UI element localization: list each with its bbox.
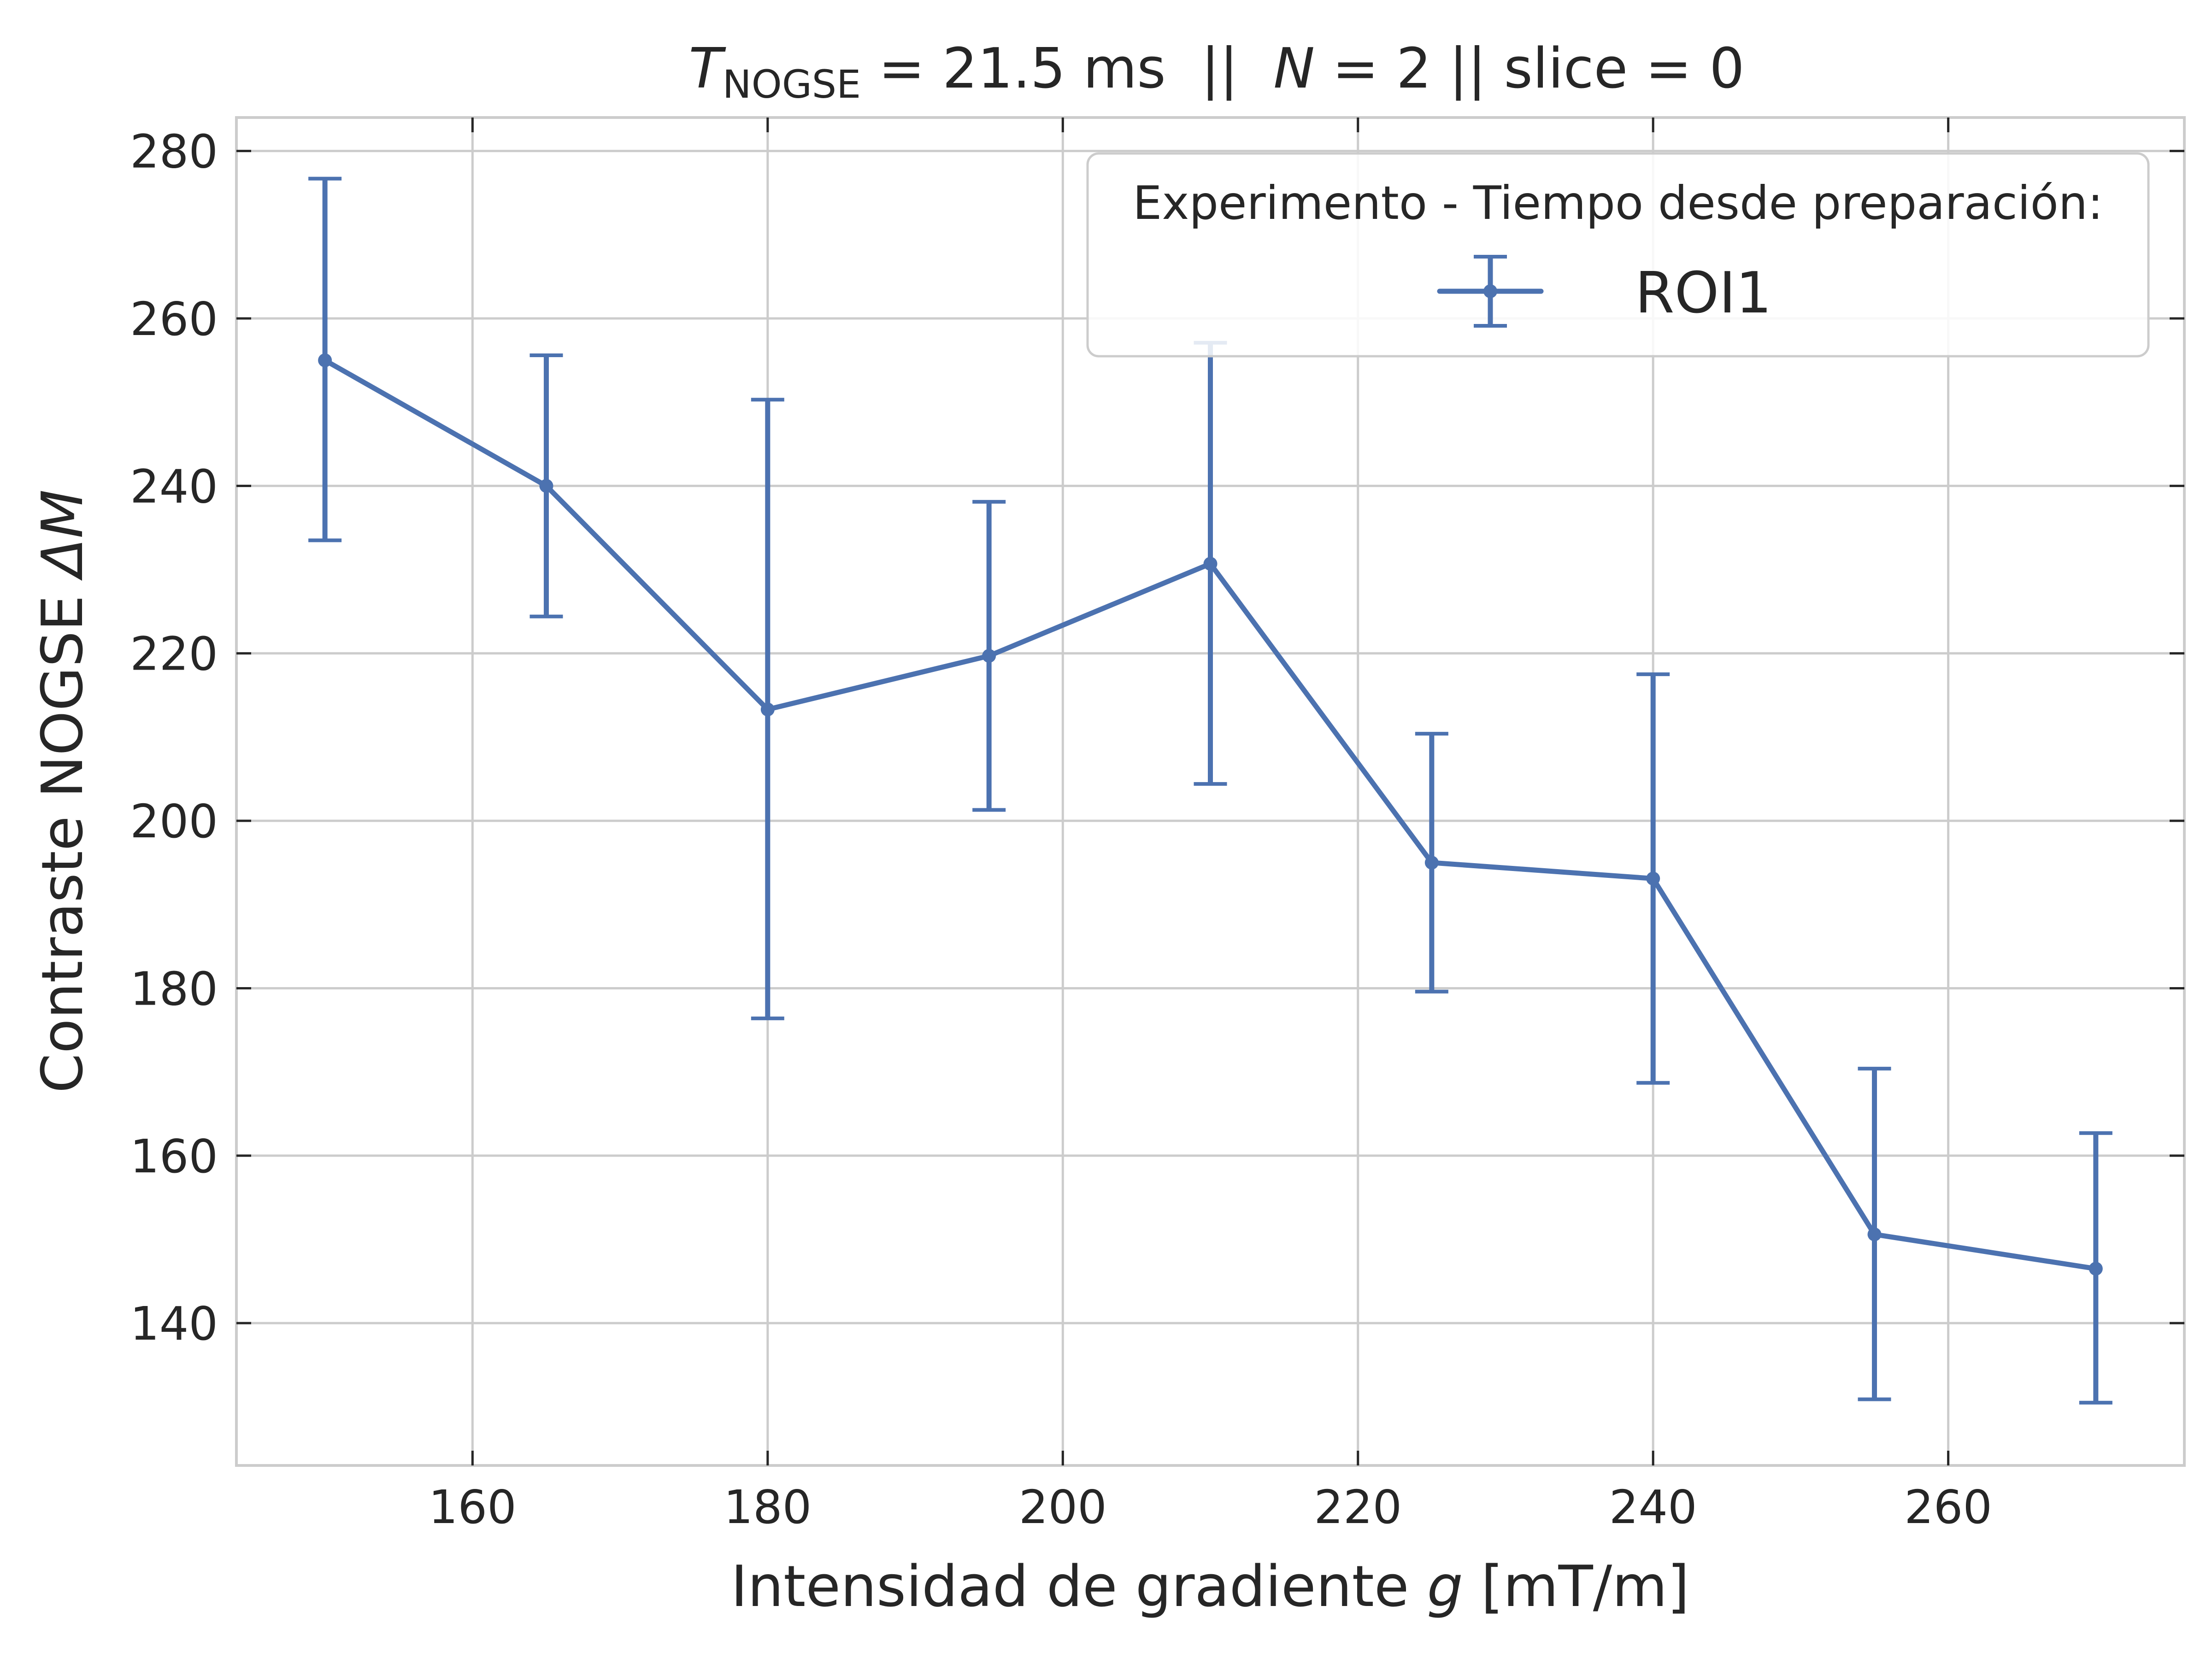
x-tick-label-160: 160 [429,1480,517,1534]
title-n-rest: = 2 || slice = 0 [1315,37,1745,101]
y-axis-label: Contraste NOGSE ΔM [30,489,96,1093]
x-axis-label-var: g [1427,1554,1463,1620]
title-t-rest: = 21.5 ms || [861,37,1273,101]
y-tick-label-220: 220 [130,627,218,681]
legend-marker-roi1 [1437,255,1544,328]
title-n-symbol: N [1273,37,1315,101]
data-point-240 [1646,871,1660,886]
title-t-subscript: NOGSE [723,62,861,107]
y-tick-label-280: 280 [130,125,218,179]
data-point-210 [1203,557,1218,571]
y-tick-label-180: 180 [130,962,218,1016]
y-axis-label-text: Contraste NOGSE [30,577,96,1093]
x-tick-label-200: 200 [1019,1480,1107,1534]
x-axis-label-text: Intensidad de gradiente [731,1554,1427,1620]
y-tick-label-240: 240 [130,459,218,513]
data-point-165 [539,479,553,493]
data-point-255 [1867,1227,1882,1241]
y-axis-label-var: ΔM [30,489,96,581]
x-tick-label-220: 220 [1314,1480,1402,1534]
x-tick-label-180: 180 [724,1480,812,1534]
x-axis-label: Intensidad de gradiente g [mT/m] [731,1554,1689,1620]
legend-title: Experimento - Tiempo desde preparación: [1133,176,2103,230]
legend-point [1483,284,1497,298]
x-tick-label-260: 260 [1904,1480,1992,1534]
data-point-270 [2088,1262,2103,1276]
series-0 [308,176,2112,1405]
y-tick-label-200: 200 [130,794,218,848]
data-point-225 [1424,855,1439,870]
chart-title: TNOGSE = 21.5 ms || N = 2 || slice = 0 [688,37,1744,107]
y-tick-label-140: 140 [130,1297,218,1351]
x-tick-label-240: 240 [1609,1480,1697,1534]
y-tick-label-260: 260 [130,292,218,346]
legend-box [1086,152,2150,358]
legend-entry-label: ROI1 [1635,260,1772,326]
tick-labels: 160 180 200 220 240 260 140 160 180 200 220 240 260 2… [130,125,1992,1534]
legend: Experimento - Tiempo desde preparación: … [1086,152,2150,358]
axis-ticks [236,118,2184,1465]
data-point-150 [318,353,332,367]
x-axis-label-units: [mT/m] [1463,1554,1689,1620]
y-tick-label-160: 160 [130,1130,218,1183]
data-point-180 [760,702,775,717]
data-point-195 [982,649,996,663]
series-layer [308,176,2112,1405]
title-t-symbol: T [688,37,726,101]
